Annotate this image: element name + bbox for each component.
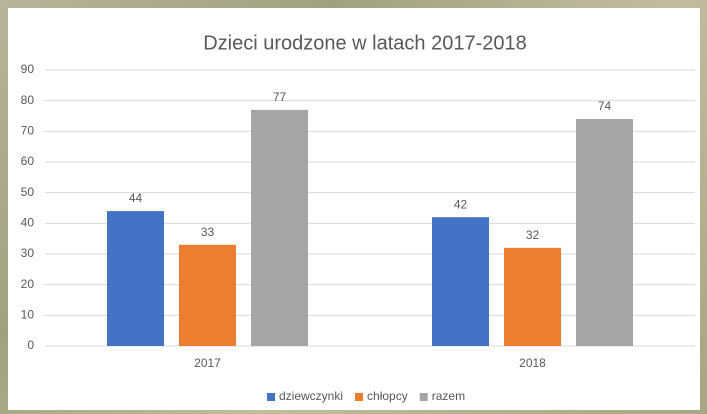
x-tick-label: 2018: [519, 356, 546, 370]
legend-swatch: [355, 393, 363, 401]
y-tick-label: 10: [21, 308, 35, 322]
legend-label: chłopcy: [367, 389, 408, 403]
data-label: 44: [129, 191, 143, 205]
y-tick-label: 20: [21, 277, 35, 291]
chart-title: Dzieci urodzone w latach 2017-2018: [203, 32, 527, 54]
bar: [576, 119, 633, 346]
legend-swatch: [420, 393, 428, 401]
data-label: 32: [526, 228, 540, 242]
chart: Dzieci urodzone w latach 2017-2018 0 10 20…: [0, 0, 707, 414]
bar: [107, 211, 164, 346]
page: Dzieci urodzone w latach 2017-2018 0 10 20…: [0, 0, 707, 414]
y-tick-label: 40: [21, 216, 35, 230]
bar: [179, 245, 236, 346]
y-tick-label: 50: [21, 185, 35, 199]
data-label: 33: [201, 225, 215, 239]
y-tick-label: 60: [21, 154, 35, 168]
y-tick-label: 90: [21, 62, 35, 76]
x-tick-label: 2017: [194, 356, 221, 370]
bar: [251, 110, 308, 346]
data-label: 42: [454, 197, 468, 211]
legend-label: dziewczynki: [279, 389, 343, 403]
data-label: 74: [598, 99, 612, 113]
legend-swatch: [267, 393, 275, 401]
y-tick-label: 70: [21, 124, 35, 138]
y-tick-label: 80: [21, 93, 35, 107]
legend-label: razem: [432, 389, 465, 403]
bar: [432, 217, 489, 346]
y-tick-label: 0: [27, 338, 34, 352]
bar: [504, 248, 561, 346]
data-label: 77: [273, 90, 287, 104]
y-tick-label: 30: [21, 246, 35, 260]
